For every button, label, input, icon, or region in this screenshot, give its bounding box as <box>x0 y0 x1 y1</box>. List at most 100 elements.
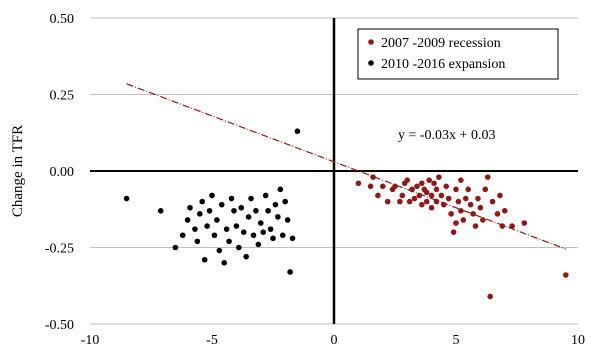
data-point-series-1 <box>209 192 215 199</box>
data-point-series-0 <box>428 204 435 211</box>
data-point-series-1 <box>204 223 210 229</box>
data-point-series-0 <box>475 195 481 202</box>
legend-marker <box>368 60 374 66</box>
data-point-series-1 <box>197 211 203 217</box>
data-point-series-1 <box>258 220 264 226</box>
data-point-series-0 <box>563 272 569 278</box>
data-point-series-1 <box>248 195 254 202</box>
data-point-series-1 <box>265 207 271 214</box>
data-points <box>123 128 569 300</box>
data-point-series-0 <box>409 186 415 193</box>
data-point-series-0 <box>502 207 508 214</box>
data-point-series-0 <box>467 201 474 208</box>
data-point-series-0 <box>423 198 430 205</box>
data-point-series-0 <box>433 186 440 193</box>
x-tick-label: -5 <box>206 333 218 348</box>
data-point-series-0 <box>367 183 374 190</box>
data-point-series-0 <box>406 198 413 205</box>
legend-box <box>357 28 559 80</box>
data-point-series-1 <box>218 201 225 208</box>
data-point-series-0 <box>470 211 476 217</box>
data-point-series-1 <box>238 204 245 211</box>
data-point-series-1 <box>245 214 252 220</box>
data-point-series-1 <box>294 128 301 135</box>
data-point-series-0 <box>370 174 376 180</box>
data-point-series-0 <box>499 223 506 229</box>
data-point-series-0 <box>462 195 469 202</box>
data-point-series-1 <box>201 256 208 263</box>
y-tick-label: -0.25 <box>45 242 74 257</box>
data-point-series-0 <box>453 186 459 193</box>
data-point-series-0 <box>355 180 362 187</box>
data-point-series-1 <box>179 232 186 239</box>
data-point-series-0 <box>484 174 491 180</box>
x-tick-label: 10 <box>571 333 585 348</box>
data-point-series-1 <box>192 226 198 232</box>
data-point-series-0 <box>384 198 391 205</box>
data-point-series-1 <box>216 247 223 254</box>
data-point-series-1 <box>289 235 296 242</box>
data-point-series-0 <box>455 198 462 205</box>
data-point-series-1 <box>260 229 267 235</box>
data-point-series-1 <box>267 226 274 232</box>
data-point-series-0 <box>460 217 467 223</box>
data-point-series-0 <box>443 183 450 190</box>
data-point-series-0 <box>436 174 442 180</box>
data-point-series-1 <box>284 217 291 223</box>
data-point-series-0 <box>450 229 457 235</box>
data-point-series-1 <box>255 241 262 248</box>
data-point-series-1 <box>233 223 240 229</box>
data-point-series-1 <box>250 232 257 239</box>
x-tick-label: 5 <box>453 333 460 348</box>
data-point-series-1 <box>172 244 179 251</box>
data-point-series-0 <box>494 211 501 217</box>
data-point-series-0 <box>431 180 437 187</box>
data-point-series-1 <box>277 186 284 193</box>
data-point-series-0 <box>465 186 472 193</box>
data-point-series-0 <box>399 192 406 199</box>
data-point-series-0 <box>426 177 432 183</box>
data-point-series-0 <box>404 177 411 183</box>
data-point-series-0 <box>445 195 452 202</box>
x-tick-label: 0 <box>331 333 338 348</box>
data-point-series-0 <box>423 189 430 196</box>
data-point-series-1 <box>231 207 237 214</box>
data-point-series-1 <box>206 207 213 214</box>
data-point-series-1 <box>199 198 206 205</box>
data-point-series-1 <box>279 232 286 239</box>
legend-marker <box>368 39 374 45</box>
data-point-series-1 <box>157 207 164 214</box>
data-point-series-1 <box>187 204 193 211</box>
data-point-series-0 <box>497 192 503 199</box>
data-point-series-0 <box>411 195 418 202</box>
x-tick-label: -10 <box>81 333 100 348</box>
y-tick-label: -0.50 <box>45 318 74 333</box>
x-tick-labels: -10 -5 0 5 10 <box>81 333 585 348</box>
data-point-series-0 <box>433 198 440 205</box>
data-point-series-1 <box>211 232 218 239</box>
data-point-series-1 <box>253 207 259 214</box>
y-tick-label: 0.25 <box>50 89 75 104</box>
data-point-series-0 <box>428 192 435 199</box>
data-point-series-1 <box>243 253 249 260</box>
data-point-series-0 <box>472 223 479 229</box>
data-point-series-1 <box>223 226 230 232</box>
y-axis-label: Change in TFR <box>10 125 26 217</box>
data-point-series-0 <box>375 192 381 199</box>
data-point-series-0 <box>482 186 489 193</box>
data-point-series-0 <box>453 220 459 226</box>
data-point-series-1 <box>282 198 289 205</box>
data-point-series-1 <box>287 269 293 275</box>
data-point-series-0 <box>480 217 486 223</box>
data-point-series-0 <box>380 183 386 190</box>
data-point-series-1 <box>262 192 269 199</box>
legend: 2007 -2009 recession 2010 -2016 expansion <box>357 28 559 80</box>
data-point-series-0 <box>458 207 464 214</box>
data-point-series-1 <box>194 238 201 245</box>
data-point-series-0 <box>392 183 398 190</box>
legend-label: 2007 -2009 recession <box>381 36 501 51</box>
data-point-series-0 <box>441 201 447 208</box>
data-point-series-0 <box>397 198 403 205</box>
data-point-series-1 <box>240 229 247 235</box>
